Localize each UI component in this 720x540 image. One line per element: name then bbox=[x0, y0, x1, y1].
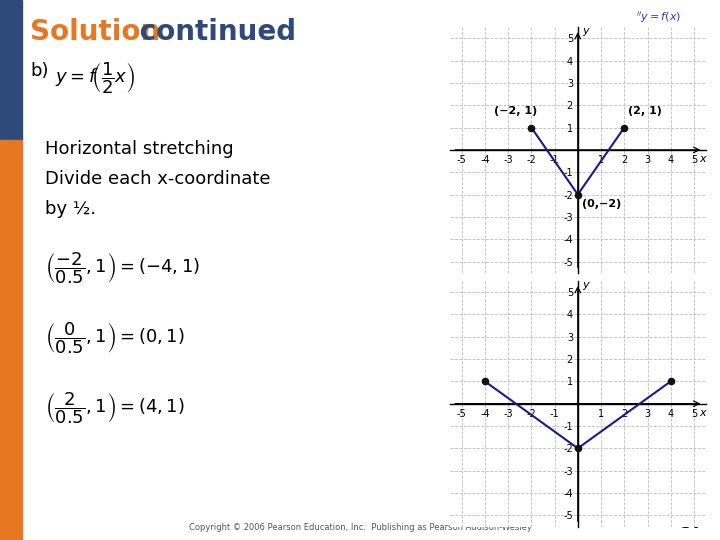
Text: Solution: Solution bbox=[30, 18, 161, 46]
Text: continued: continued bbox=[130, 18, 296, 46]
Point bbox=[572, 444, 583, 453]
Bar bbox=[0, 0, 22, 140]
Point bbox=[665, 377, 677, 386]
Text: Horizontal stretching: Horizontal stretching bbox=[45, 140, 233, 158]
Text: Divide each x-coordinate: Divide each x-coordinate bbox=[45, 170, 271, 188]
Text: (0,−2): (0,−2) bbox=[582, 199, 621, 209]
Text: 57: 57 bbox=[680, 514, 705, 532]
Text: y: y bbox=[582, 280, 589, 291]
Text: $''y = f(x)$: $''y = f(x)$ bbox=[636, 10, 681, 25]
Text: x: x bbox=[699, 154, 706, 164]
Point bbox=[479, 377, 490, 386]
Text: Copyright © 2006 Pearson Education, Inc.  Publishing as Pearson Addison-Wesley: Copyright © 2006 Pearson Education, Inc.… bbox=[189, 523, 531, 532]
Text: by ½.: by ½. bbox=[45, 200, 96, 218]
Text: $\left(\dfrac{-2}{0.5},1\right) = (-4,1)$: $\left(\dfrac{-2}{0.5},1\right) = (-4,1)… bbox=[45, 250, 200, 286]
Text: (2, 1): (2, 1) bbox=[628, 106, 662, 116]
Text: x: x bbox=[699, 408, 706, 418]
Text: $\left(\dfrac{2}{0.5},1\right) = (4,1)$: $\left(\dfrac{2}{0.5},1\right) = (4,1)$ bbox=[45, 390, 185, 426]
Point bbox=[526, 123, 537, 132]
Text: y: y bbox=[582, 26, 589, 37]
Bar bbox=[0, 140, 22, 540]
Text: (−2, 1): (−2, 1) bbox=[494, 106, 537, 116]
Point bbox=[618, 123, 630, 132]
Text: $\left(\dfrac{0}{0.5},1\right) = (0,1)$: $\left(\dfrac{0}{0.5},1\right) = (0,1)$ bbox=[45, 320, 185, 356]
Text: $y = f\!\left(\dfrac{1}{2}x\right)$: $y = f\!\left(\dfrac{1}{2}x\right)$ bbox=[55, 60, 135, 96]
Point bbox=[572, 190, 583, 199]
Text: b): b) bbox=[30, 62, 48, 80]
